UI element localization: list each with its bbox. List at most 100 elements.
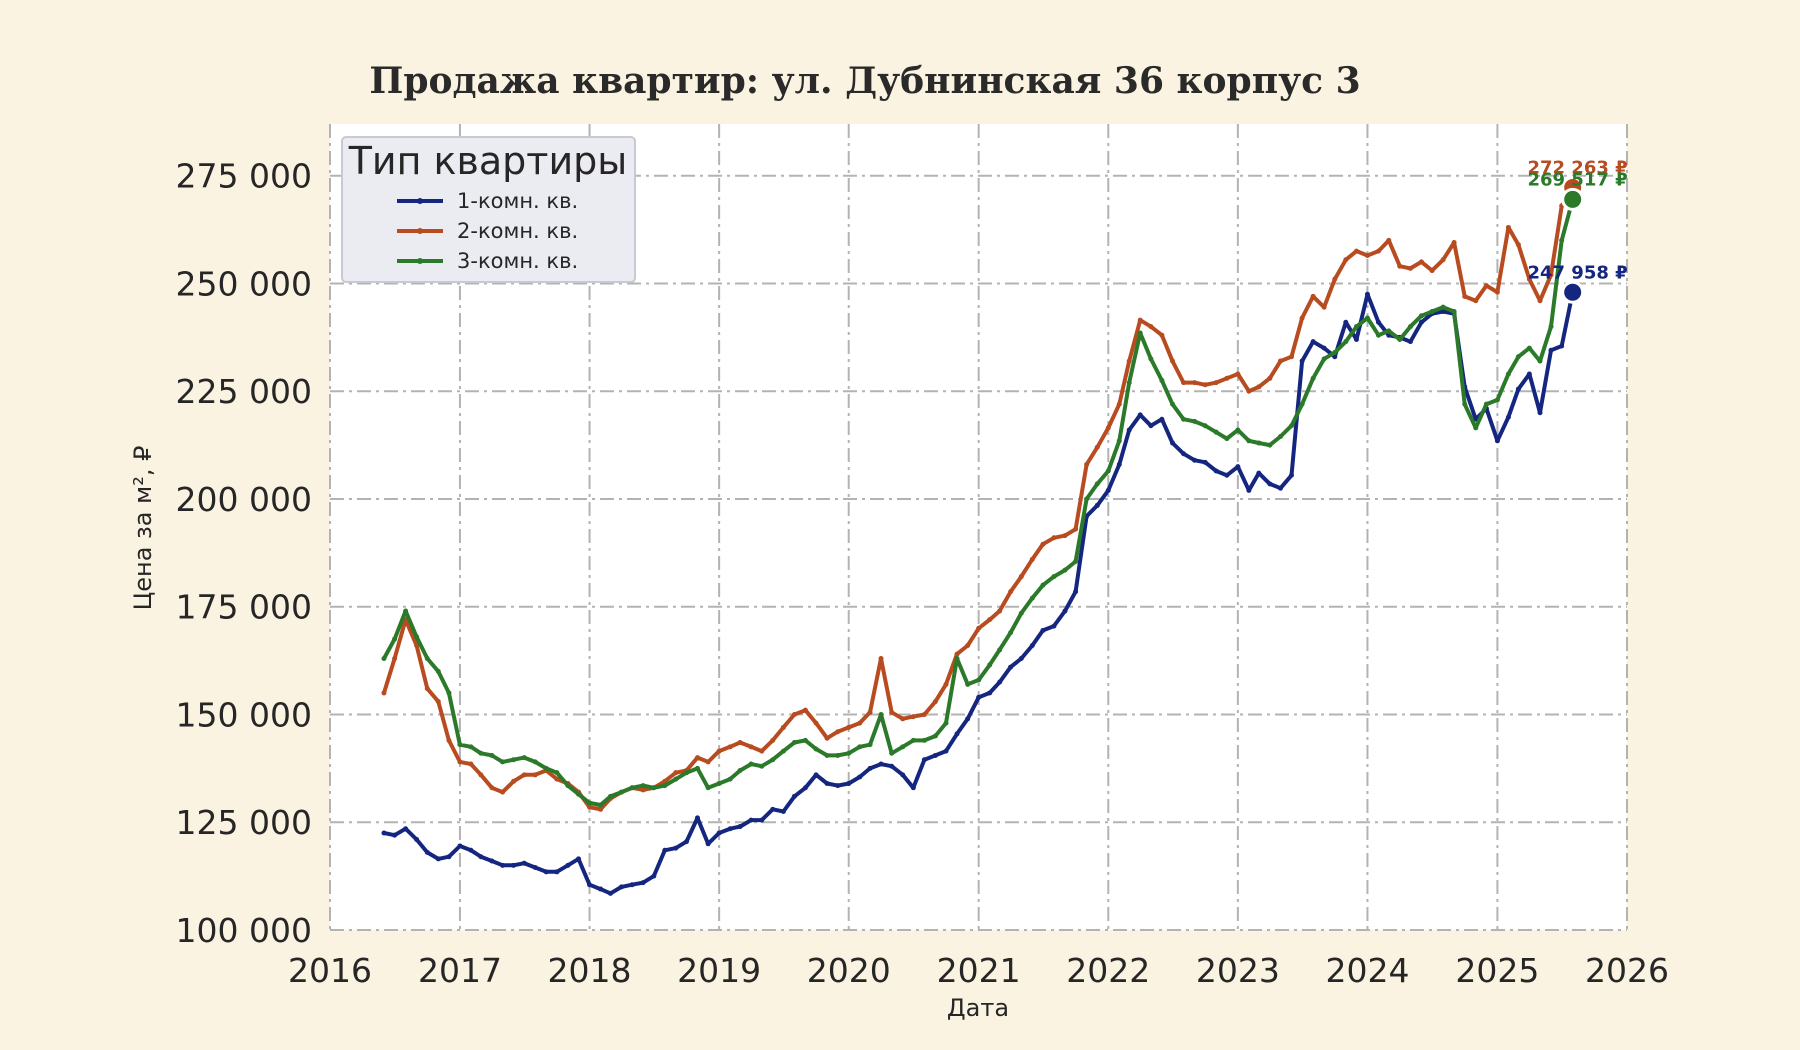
data-point (468, 761, 474, 767)
data-point (716, 830, 722, 836)
data-point (468, 744, 474, 750)
data-point (1343, 319, 1349, 325)
data-point (813, 746, 819, 752)
data-point (1418, 313, 1424, 319)
data-point (478, 772, 484, 778)
data-point (737, 824, 743, 830)
data-point (900, 716, 906, 722)
data-point (727, 826, 733, 832)
data-point (1353, 324, 1359, 330)
data-point (1105, 468, 1111, 474)
last-value-label: 269 517 ₽ (1527, 169, 1627, 190)
data-point (651, 785, 657, 791)
data-point (1429, 268, 1435, 274)
data-point (1116, 462, 1122, 468)
data-point (1299, 358, 1305, 364)
data-point (813, 772, 819, 778)
data-point (489, 752, 495, 758)
data-point (921, 757, 927, 763)
data-point (716, 748, 722, 754)
data-point (587, 882, 593, 888)
data-point (1321, 345, 1327, 351)
data-point (489, 858, 495, 864)
data-point (997, 647, 1003, 653)
data-point (1267, 375, 1273, 381)
data-point (1321, 304, 1327, 310)
data-point (500, 862, 506, 868)
data-point (392, 636, 398, 642)
data-point (748, 744, 754, 750)
data-point (511, 757, 517, 763)
data-point (521, 860, 527, 866)
data-point (857, 744, 863, 750)
data-point (1084, 496, 1090, 502)
data-point (716, 780, 722, 786)
data-point (478, 750, 484, 756)
data-point (889, 750, 895, 756)
x-tick-label: 2023 (1196, 951, 1280, 990)
data-point (1397, 337, 1403, 343)
data-point (1418, 259, 1424, 265)
data-point (500, 759, 506, 765)
data-point (521, 755, 527, 761)
data-point (1353, 337, 1359, 343)
data-point (1288, 472, 1294, 478)
data-point (1310, 339, 1316, 345)
data-point (1256, 440, 1262, 446)
data-point (414, 634, 420, 640)
data-point (381, 655, 387, 661)
data-point (629, 785, 635, 791)
data-point (1343, 339, 1349, 345)
y-tick-label: 225 000 (176, 372, 312, 411)
data-point (607, 793, 613, 799)
data-point (759, 817, 765, 823)
data-point (1094, 481, 1100, 487)
data-point (1029, 556, 1035, 562)
data-point (1364, 252, 1370, 258)
last-value-markers: 247 958 ₽ 272 263 ₽269 517 ₽ (1527, 158, 1628, 304)
x-tick-label: 2024 (1325, 951, 1409, 990)
data-point (1397, 263, 1403, 269)
x-tick-label: 2020 (807, 951, 891, 990)
data-point (1515, 354, 1521, 360)
data-point (1051, 535, 1057, 541)
data-point (857, 774, 863, 780)
data-point (618, 789, 624, 795)
data-point (1451, 308, 1457, 314)
data-point (705, 785, 711, 791)
data-point (424, 655, 430, 661)
data-point (446, 690, 452, 696)
data-point (1299, 401, 1305, 407)
data-point (1407, 265, 1413, 271)
data-point (1429, 308, 1435, 314)
data-point (673, 770, 679, 776)
data-point (1505, 414, 1511, 420)
data-point (598, 806, 604, 812)
data-point (446, 737, 452, 743)
data-point (1256, 470, 1262, 476)
last-value-dot (1561, 280, 1585, 304)
data-point (662, 783, 668, 789)
data-point (457, 742, 463, 748)
data-point (910, 714, 916, 720)
data-point (791, 793, 797, 799)
data-point (976, 625, 982, 631)
data-point (1018, 610, 1024, 616)
data-point (1008, 630, 1014, 636)
data-point (694, 815, 700, 821)
data-point (1040, 627, 1046, 633)
data-point (1505, 371, 1511, 377)
data-point (1105, 487, 1111, 493)
data-point (1526, 371, 1532, 377)
data-point (878, 711, 884, 717)
data-point (587, 800, 593, 806)
data-point (1051, 574, 1057, 580)
data-point (932, 752, 938, 758)
data-point (1224, 375, 1230, 381)
data-point (1526, 276, 1532, 282)
data-point (1008, 589, 1014, 595)
data-point (1126, 358, 1132, 364)
data-point (694, 765, 700, 771)
data-point (921, 737, 927, 743)
data-point (1073, 589, 1079, 595)
